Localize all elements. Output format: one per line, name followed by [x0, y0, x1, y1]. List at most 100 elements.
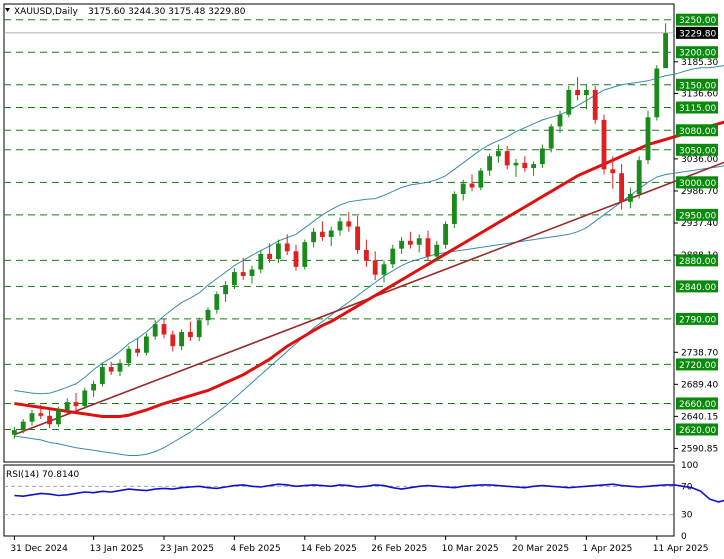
level-label-box — [676, 46, 718, 59]
candle-body — [636, 160, 642, 195]
level-label: 2720.00 — [679, 361, 716, 371]
candle-body — [390, 248, 396, 265]
candle — [293, 244, 299, 271]
level-label-box — [676, 280, 718, 293]
candle — [539, 144, 545, 169]
x-tick-label: 31 Dec 2024 — [10, 544, 68, 554]
y-tick-label: 3036.00 — [681, 155, 718, 165]
rsi-tick-label: 100 — [681, 461, 698, 471]
candle — [548, 123, 554, 153]
candle-body — [73, 402, 79, 407]
candle-body — [29, 413, 35, 422]
candle-body — [126, 348, 132, 364]
level-label-box — [676, 176, 718, 189]
y-tick-label: 2590.85 — [681, 444, 718, 454]
candle — [126, 346, 132, 368]
candle — [187, 321, 193, 342]
ohlc-readout: 3175.60 3244.30 3175.48 3229.80 — [88, 7, 246, 17]
candle — [179, 329, 185, 351]
candle-body — [522, 162, 528, 169]
candle-body — [363, 249, 369, 261]
level-label-box — [676, 312, 718, 325]
candle-body — [381, 264, 387, 275]
rsi-tick-label: 30 — [681, 511, 693, 521]
candle-body — [267, 253, 273, 260]
candle — [513, 158, 519, 178]
candle-body — [302, 242, 308, 267]
candle — [73, 393, 79, 410]
candle-body — [575, 89, 581, 96]
moving-average-line — [14, 120, 724, 418]
candle-body — [179, 331, 185, 347]
candle-body — [258, 253, 264, 270]
candle — [346, 212, 352, 232]
x-tick-label: 10 Mar 2025 — [442, 544, 499, 554]
level-label-box — [676, 397, 718, 410]
candle — [663, 23, 669, 69]
candle-body — [610, 169, 616, 174]
candle — [328, 226, 334, 247]
candle-body — [152, 324, 158, 337]
x-tick-label: 23 Jan 2025 — [160, 544, 214, 554]
candle — [610, 156, 616, 189]
candle — [205, 307, 211, 326]
candle — [249, 265, 255, 284]
candle — [267, 243, 273, 263]
candle — [337, 217, 343, 236]
candle-body — [91, 383, 97, 391]
symbol-title: XAUUSD,Daily — [14, 7, 78, 17]
candle-body — [38, 413, 44, 416]
candle — [38, 404, 44, 420]
candle-body — [478, 170, 484, 188]
candle — [407, 231, 413, 249]
candle — [443, 221, 449, 249]
candle-body — [108, 367, 114, 372]
level-label-box — [676, 358, 718, 371]
level-label: 2660.00 — [679, 400, 716, 410]
candle-body — [495, 151, 501, 157]
level-label: 3080.00 — [679, 127, 716, 137]
candle — [592, 86, 598, 124]
level-label: 2950.00 — [679, 211, 716, 221]
level-label: 2840.00 — [679, 283, 716, 293]
candle-body — [539, 148, 545, 165]
candle-body — [187, 331, 193, 338]
candle — [566, 86, 572, 118]
candle-body — [355, 226, 361, 250]
candle — [47, 408, 53, 429]
x-tick-label: 26 Feb 2025 — [371, 544, 427, 554]
rsi-frame — [3, 464, 675, 537]
level-label: 2620.00 — [679, 426, 716, 436]
candle-body — [284, 243, 290, 252]
candle — [390, 244, 396, 269]
candle-body — [249, 269, 255, 276]
x-tick-label: 1 Apr 2025 — [582, 544, 632, 554]
candle-body — [196, 320, 202, 338]
candle — [55, 406, 61, 427]
candle-body — [82, 390, 88, 407]
candle-body — [645, 117, 651, 161]
level-label-box — [676, 124, 718, 137]
candle — [117, 359, 123, 377]
candle-body — [627, 194, 633, 202]
candle-body — [416, 238, 422, 245]
candle-body — [11, 430, 17, 435]
candle-body — [319, 231, 325, 237]
x-tick-label: 4 Feb 2025 — [230, 544, 280, 554]
y-tick-label: 2689.40 — [681, 380, 718, 390]
candle-body — [293, 251, 299, 267]
rsi-line — [14, 483, 724, 503]
candle-body — [460, 183, 466, 195]
candle-body — [513, 162, 519, 166]
candle — [495, 144, 501, 163]
candle-body — [592, 89, 598, 120]
candle-body — [337, 221, 343, 231]
candle — [319, 221, 325, 241]
candle — [627, 187, 633, 209]
level-label: 3200.00 — [679, 49, 716, 59]
level-label-box — [676, 143, 718, 156]
candle-body — [557, 114, 563, 127]
collapse-triangle-icon[interactable] — [5, 8, 10, 12]
candle — [20, 419, 26, 434]
